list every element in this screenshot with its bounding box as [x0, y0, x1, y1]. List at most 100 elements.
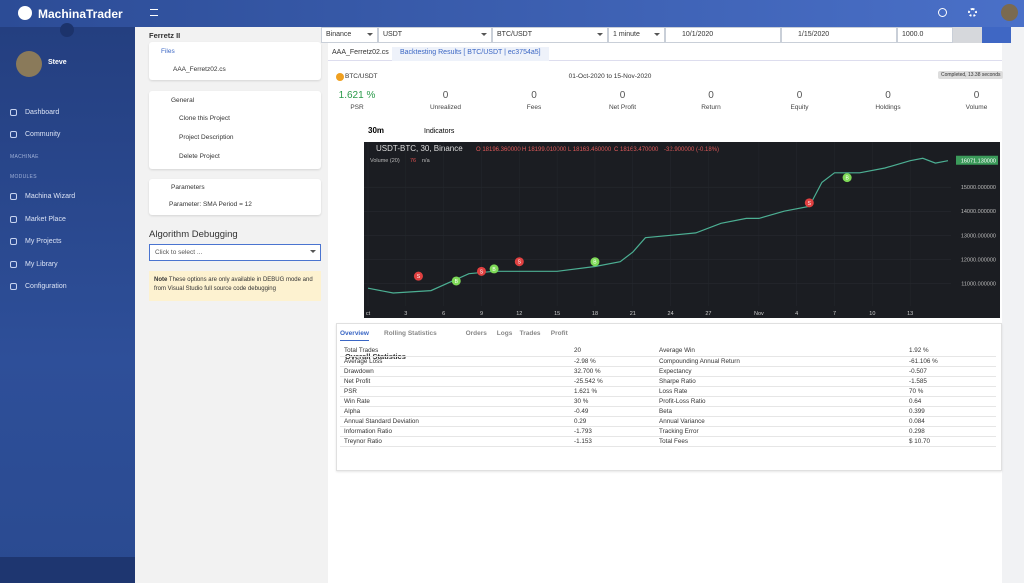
- files-label[interactable]: Files: [161, 48, 175, 55]
- stat-label: Drawdown: [340, 366, 570, 377]
- run-button[interactable]: [982, 27, 1011, 43]
- trade-side: S: [518, 260, 522, 266]
- collapse[interactable]: [60, 23, 74, 37]
- summary-stat: 0 Fees: [492, 90, 576, 111]
- stat-value: 0: [708, 90, 714, 101]
- pair-select[interactable]: BTC/USDT: [492, 27, 608, 43]
- volume-value: 76: [410, 158, 416, 164]
- indicators-button[interactable]: Indicators: [424, 128, 455, 135]
- cash-input[interactable]: 1000.0: [897, 27, 953, 43]
- general-item[interactable]: Clone this Project: [179, 115, 230, 122]
- stat-value: 0: [796, 90, 803, 101]
- x-tick-label: 13: [907, 311, 913, 317]
- stats-row: PSR 1.621 % Loss Rate 70 %: [340, 386, 996, 397]
- nav-item[interactable]: Configuration: [10, 283, 67, 290]
- trade-marker: [804, 198, 814, 208]
- y-tick-label: 14000.000000: [961, 209, 996, 215]
- nav-label: Machina Wizard: [25, 193, 76, 200]
- stat-label: PSR: [340, 386, 570, 397]
- x-tick-label: ct: [366, 311, 371, 317]
- ohlc-value: L 18163.460000: [568, 147, 612, 153]
- x-tick-label: Nov: [754, 311, 764, 317]
- debug-select[interactable]: Click to select ...: [149, 244, 321, 261]
- stats-row: Information Ratio -1.793 Tracking Error 0.2…: [340, 426, 996, 437]
- nav-item[interactable]: Dashboard: [10, 109, 59, 116]
- nav-item[interactable]: My Library: [10, 260, 58, 268]
- price-chart: 30m Indicators USDT-BTC, 30, Binance Vol…: [336, 120, 1002, 320]
- stats-row: Treynor Ratio -1.153 Total Fees $ 10.70: [340, 436, 996, 447]
- sidebar: Steve Dashboard Community MACHINAE MODULES M…: [0, 23, 135, 583]
- stat-label: Total Trades: [340, 346, 570, 357]
- top-bar: MachinaTrader: [0, 0, 1024, 27]
- trade-side: B: [845, 176, 849, 182]
- stats-tab[interactable]: Logs: [496, 330, 513, 337]
- x-tick-label: 27: [705, 311, 711, 317]
- tab[interactable]: AAA_Ferretz02.cs: [332, 49, 389, 56]
- file[interactable]: AAA_Ferretz02.cs: [173, 66, 226, 73]
- stat-label: Beta: [655, 406, 905, 417]
- x-tick-label: 3: [404, 311, 407, 317]
- end-date[interactable]: 1/15/2020: [781, 27, 897, 43]
- ohlc-value: C 18163.470000: [614, 147, 659, 153]
- stat-label: Information Ratio: [340, 426, 570, 437]
- general-item[interactable]: Project Description: [179, 134, 234, 141]
- quote-select[interactable]: USDT: [378, 27, 492, 43]
- nav-icon: [10, 109, 17, 116]
- tab-active[interactable]: Backtesting Results [ BTC/USDT | ec3754a…: [392, 47, 549, 61]
- menu-toggle[interactable]: [150, 9, 158, 16]
- nav-item[interactable]: Community: [10, 131, 60, 138]
- general-item[interactable]: Delete Project: [179, 153, 220, 160]
- stats-row: Annual Standard Deviation 0.29 Annual Vari…: [340, 416, 996, 427]
- trade-marker: [842, 173, 852, 183]
- stat-value: 32.700 %: [570, 366, 655, 377]
- nav-icon: [10, 215, 17, 223]
- exchange-select[interactable]: Binance: [321, 27, 378, 43]
- summary-stat: 0 Unrealized: [404, 90, 488, 111]
- y-tick-label: 13000.000000: [961, 233, 996, 239]
- stat-value: -1.585: [905, 376, 996, 387]
- stats-tab[interactable]: Orders: [465, 330, 487, 337]
- stats-table: Total Trades 20 Average Win 1.92 % Average L…: [340, 346, 996, 447]
- resolution-select[interactable]: 1 minute: [608, 27, 665, 43]
- stat-value: 0: [442, 90, 449, 101]
- user-avatar: [16, 51, 42, 77]
- trade-side: S: [808, 201, 812, 207]
- stats-tab[interactable]: Profit: [550, 330, 568, 337]
- nav-item[interactable]: My Projects: [10, 238, 62, 245]
- nav-item[interactable]: Machina Wizard: [10, 193, 75, 200]
- project-panel: Ferretz II Files AAA_Ferretz02.cs Genera…: [135, 27, 328, 583]
- stat-value: 0.399: [905, 406, 996, 417]
- start-date[interactable]: 10/1/2020: [665, 27, 781, 43]
- symbol: BTC/USDT: [345, 73, 378, 80]
- ohlc-value: -32.900000 (-0.18%): [664, 147, 719, 153]
- stats-tab[interactable]: Overview: [340, 330, 369, 341]
- debug-title: Algorithm Debugging: [149, 229, 238, 240]
- chart-background: [364, 142, 1000, 318]
- nav-label: Dashboard: [25, 109, 60, 116]
- stats-tab[interactable]: Trades: [519, 330, 541, 337]
- stat-value: 0.298: [905, 426, 996, 437]
- stats-tab[interactable]: Rolling Statistics: [384, 330, 437, 337]
- x-tick-label: 7: [833, 311, 836, 317]
- trade-marker: [476, 266, 486, 276]
- stop-button[interactable]: [953, 27, 982, 43]
- general-label[interactable]: General: [171, 97, 195, 104]
- stat-value: 0.29: [570, 416, 655, 427]
- trade-side: B: [593, 260, 597, 266]
- nav-label: My Library: [25, 260, 58, 268]
- summary-stat: 0 Net Profit: [581, 90, 665, 111]
- note-label: Note: [154, 277, 168, 283]
- nav-icon: [10, 260, 17, 268]
- settings[interactable]: [968, 8, 977, 17]
- avatar[interactable]: [1001, 4, 1018, 21]
- stat-label: Win Rate: [340, 396, 570, 407]
- parameters-label[interactable]: Parameters: [171, 184, 205, 191]
- stat-value: 0: [531, 90, 537, 101]
- interval[interactable]: 30m: [368, 126, 384, 135]
- theme-toggle[interactable]: [938, 8, 947, 17]
- x-tick-label: 21: [630, 311, 636, 317]
- stat-label: Unrealized: [429, 104, 462, 111]
- stat-label: Net Profit: [340, 376, 570, 387]
- nav-item[interactable]: Market Place: [10, 215, 66, 223]
- stat-label: Treynor Ratio: [340, 436, 570, 447]
